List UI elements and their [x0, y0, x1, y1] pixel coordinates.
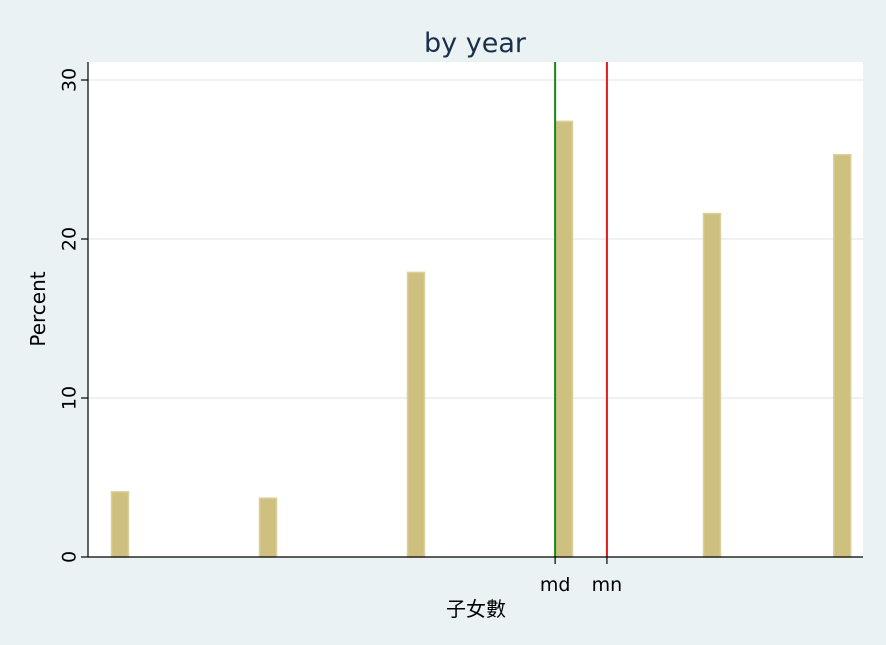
y-tick-label: 30 — [59, 68, 81, 92]
y-tick-label: 0 — [59, 551, 81, 563]
x-tick-label-md: md — [540, 574, 571, 596]
y-tick-label: 20 — [59, 227, 81, 251]
bar — [832, 153, 852, 558]
x-axis-title: 子女數 — [446, 597, 506, 621]
bar — [258, 497, 278, 558]
bar — [554, 120, 574, 558]
bar — [406, 271, 426, 558]
bar — [702, 212, 722, 558]
x-tick-label-mn: mn — [592, 574, 623, 596]
x-axis-ticks: md mn — [540, 557, 622, 596]
reference-lines — [554, 62, 608, 557]
plot-area — [88, 62, 863, 557]
y-tick-label: 10 — [59, 386, 81, 410]
chart-title: by year — [424, 28, 527, 59]
gridlines — [88, 79, 863, 399]
y-axis-title: Percent — [26, 271, 50, 346]
bar — [110, 491, 130, 558]
y-axis-ticks: 0 10 20 30 — [59, 68, 88, 563]
